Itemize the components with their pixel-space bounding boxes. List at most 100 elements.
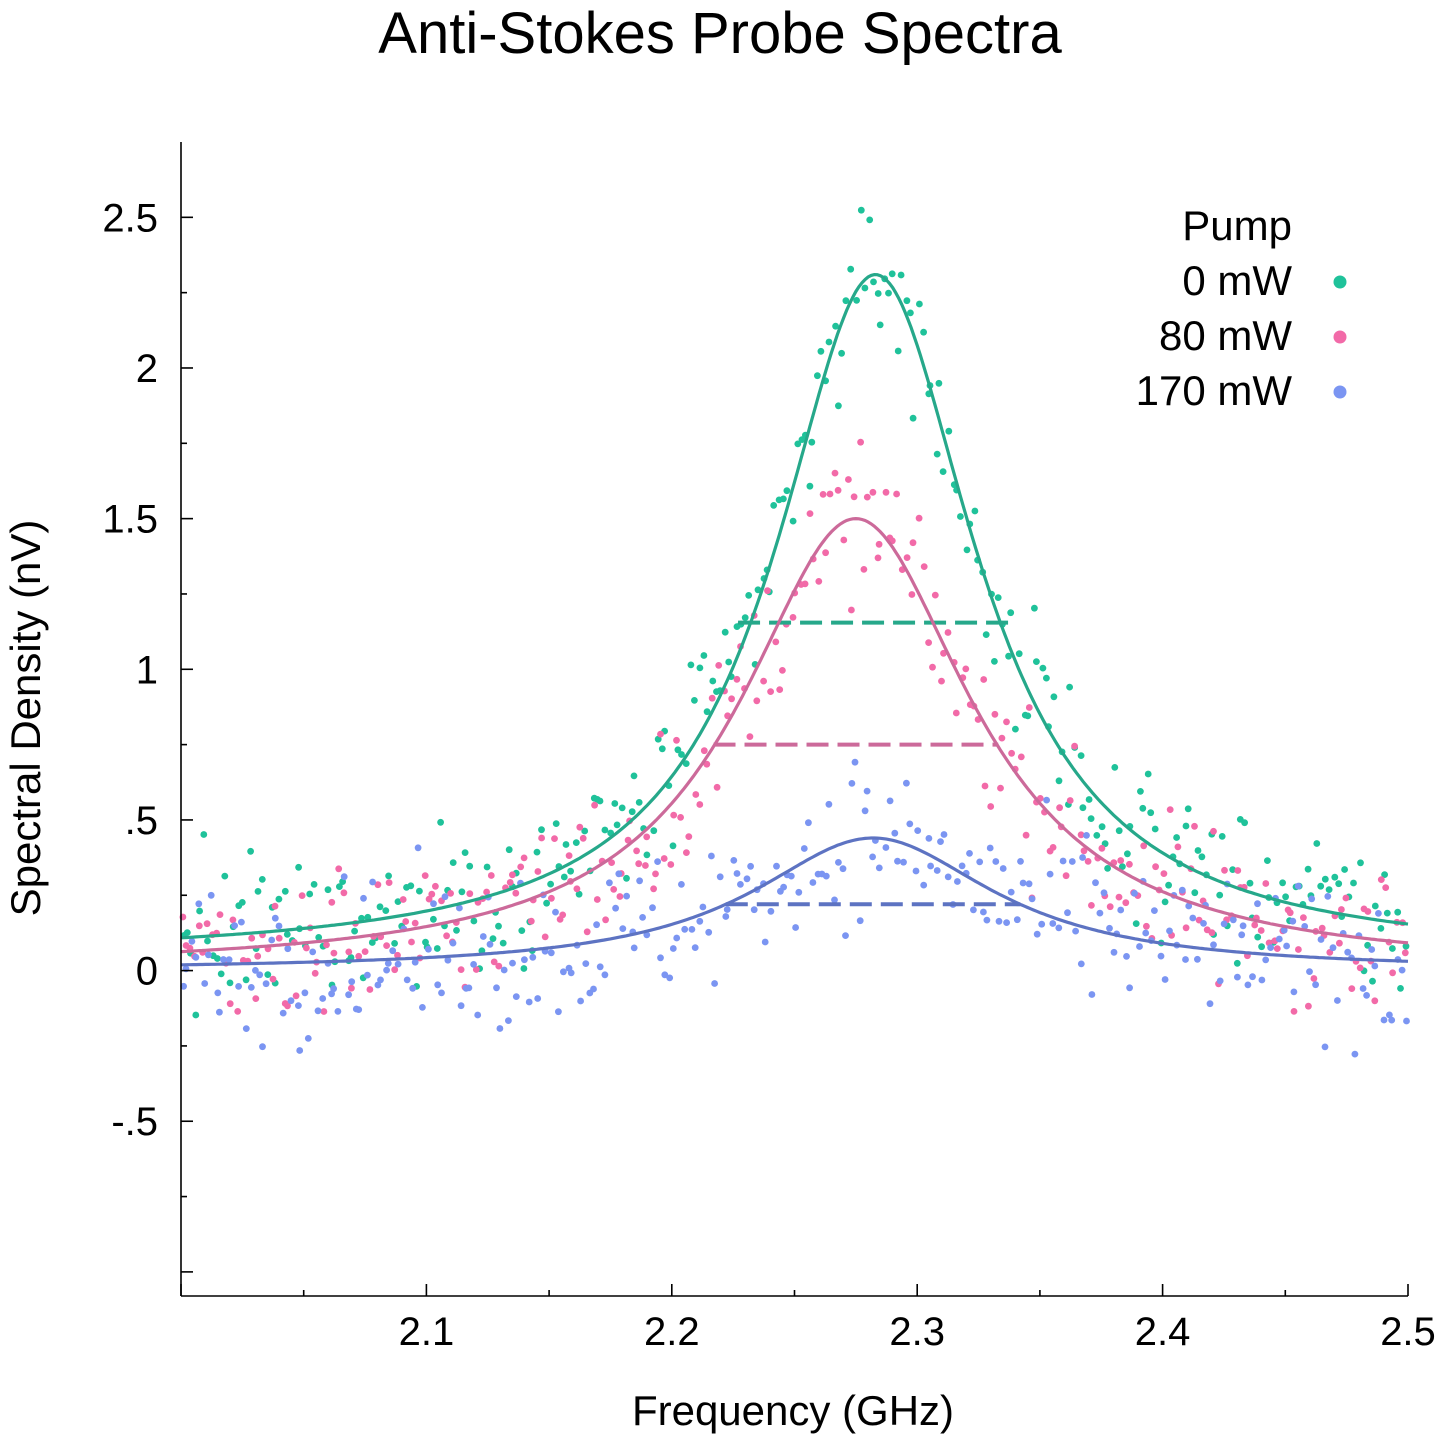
data-point	[538, 826, 545, 834]
data-point	[590, 985, 597, 993]
data-point	[920, 881, 928, 889]
data-point	[933, 867, 941, 874]
data-point	[623, 874, 630, 882]
data-point	[1254, 933, 1262, 941]
data-point	[1132, 920, 1140, 927]
data-point	[479, 933, 487, 940]
data-point	[1350, 879, 1357, 887]
y-tick-label: .5	[125, 799, 158, 843]
data-point	[815, 578, 823, 585]
data-point	[1317, 882, 1325, 890]
data-point	[817, 347, 825, 355]
data-point	[875, 540, 883, 548]
data-point	[1191, 889, 1199, 897]
data-point	[1216, 891, 1224, 899]
data-point	[1290, 1008, 1298, 1015]
data-point	[1080, 847, 1088, 855]
data-point	[1397, 985, 1404, 992]
data-point	[551, 835, 558, 842]
data-point	[1088, 902, 1095, 909]
data-point	[1189, 914, 1197, 922]
data-point	[1380, 1016, 1388, 1024]
data-point	[1049, 920, 1057, 927]
data-point	[1371, 962, 1379, 970]
data-point	[434, 981, 442, 989]
fit-curve-2	[181, 836, 1409, 967]
data-point	[612, 904, 619, 912]
data-point	[940, 831, 948, 838]
data-point	[1111, 764, 1119, 771]
data-point	[472, 966, 480, 973]
data-point	[1239, 922, 1247, 930]
data-point	[328, 898, 336, 906]
data-point	[931, 591, 939, 599]
data-point	[954, 878, 961, 885]
data-point	[509, 871, 516, 879]
data-point	[770, 502, 778, 509]
data-point	[1279, 879, 1286, 887]
data-point	[394, 960, 402, 968]
data-point	[555, 1008, 562, 1016]
data-point	[364, 971, 371, 979]
data-point	[920, 328, 927, 336]
data-point	[374, 981, 382, 989]
data-point	[1003, 718, 1010, 726]
data-point	[409, 984, 417, 992]
data-point	[1038, 920, 1046, 928]
data-point	[1389, 945, 1396, 952]
data-point	[220, 956, 227, 963]
data-point	[1131, 889, 1138, 897]
data-point	[669, 945, 677, 952]
data-point	[733, 675, 741, 683]
data-point	[630, 772, 638, 780]
data-point	[1166, 927, 1173, 935]
data-point	[894, 857, 901, 865]
data-point	[1088, 991, 1096, 998]
data-point	[252, 995, 260, 1002]
data-point	[1160, 870, 1168, 877]
data-point	[411, 958, 419, 966]
data-point	[1182, 822, 1190, 830]
data-point	[543, 899, 550, 907]
data-point	[269, 975, 277, 983]
data-point	[495, 922, 502, 930]
data-point	[869, 853, 876, 861]
data-point	[1286, 909, 1294, 917]
data-point	[983, 916, 991, 924]
data-point	[527, 917, 535, 925]
data-point	[394, 951, 401, 959]
data-point	[407, 882, 415, 890]
data-point	[195, 900, 203, 908]
data-point	[205, 951, 212, 959]
data-point	[1356, 964, 1364, 972]
data-point	[425, 945, 432, 953]
data-point	[1173, 834, 1180, 841]
data-point	[825, 338, 833, 346]
data-point	[355, 1006, 363, 1013]
data-point	[1386, 1011, 1393, 1019]
data-point	[1068, 858, 1076, 865]
data-point	[800, 845, 808, 852]
data-point	[1117, 906, 1125, 914]
data-point	[805, 819, 812, 827]
data-point	[1025, 880, 1033, 888]
data-point	[1096, 909, 1104, 917]
data-point	[328, 990, 335, 998]
data-point	[845, 476, 852, 483]
data-point	[348, 984, 355, 992]
data-point	[1377, 925, 1385, 932]
data-point	[560, 968, 567, 976]
data-point	[385, 872, 392, 880]
data-point	[345, 948, 353, 956]
data-point	[391, 940, 398, 947]
data-point	[279, 1009, 287, 1017]
data-point	[419, 1004, 426, 1011]
data-point	[649, 904, 656, 912]
data-point	[927, 862, 934, 870]
data-point	[825, 800, 833, 808]
data-point	[301, 989, 309, 997]
data-point	[214, 989, 222, 997]
data-point	[1369, 977, 1376, 985]
data-point	[994, 594, 1002, 601]
data-point	[565, 852, 573, 859]
